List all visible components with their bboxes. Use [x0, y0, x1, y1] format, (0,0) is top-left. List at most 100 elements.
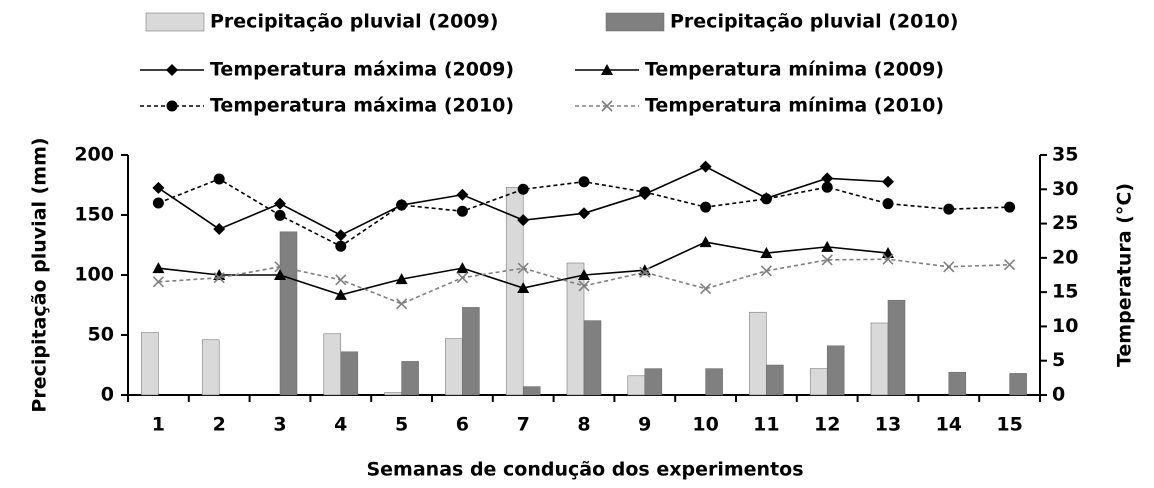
- x-tick-label: 3: [273, 414, 286, 436]
- legend-swatch: [145, 12, 205, 32]
- point: [213, 173, 225, 185]
- point: [578, 280, 590, 292]
- bar: [766, 364, 784, 396]
- point: [335, 240, 347, 252]
- bar: [401, 361, 419, 396]
- point: [821, 181, 833, 193]
- point: [578, 207, 590, 220]
- point: [152, 262, 165, 274]
- bar: [462, 307, 480, 396]
- point: [700, 283, 712, 295]
- bar: [384, 392, 402, 396]
- bar: [340, 351, 359, 396]
- y2-tick-label: 10: [1052, 315, 1078, 337]
- y-tick-label: 100: [74, 264, 114, 286]
- bar: [583, 320, 602, 396]
- point: [213, 223, 226, 236]
- y2-tick-label: 35: [1052, 144, 1078, 166]
- point: [821, 172, 834, 185]
- y2-tick-label: 30: [1052, 178, 1078, 200]
- bar: [809, 368, 828, 396]
- point: [456, 205, 468, 217]
- point: [335, 274, 347, 286]
- bar: [826, 345, 845, 396]
- point: [699, 160, 712, 173]
- legend-label: Temperatura máxima (2009): [210, 59, 514, 81]
- legend-swatch: [605, 12, 665, 32]
- bar: [1009, 373, 1027, 396]
- point: [395, 273, 408, 285]
- point: [882, 253, 894, 265]
- x-tick-label: 8: [577, 414, 590, 436]
- x-tick-label: 11: [753, 414, 779, 436]
- bar: [445, 338, 463, 396]
- point: [213, 272, 225, 284]
- x-tick-label: 1: [152, 414, 165, 436]
- x-tick-label: 15: [996, 414, 1022, 436]
- point: [639, 266, 651, 278]
- y2-tick-label: 25: [1052, 212, 1078, 234]
- y2-tick-label: 15: [1052, 281, 1078, 303]
- point: [943, 203, 955, 215]
- point: [456, 262, 469, 274]
- x-tick-label: 14: [936, 414, 962, 436]
- point: [517, 282, 530, 294]
- point: [517, 214, 530, 227]
- point: [1004, 259, 1016, 271]
- legend-marker: [601, 100, 613, 112]
- bar: [627, 375, 646, 396]
- y2-axis-title: Temperatura (°C): [1114, 183, 1136, 367]
- y-axis-title: Precipitação pluvial (mm): [29, 137, 51, 412]
- point: [760, 265, 772, 277]
- y-tick-label: 150: [74, 204, 114, 226]
- point: [639, 186, 651, 198]
- bar: [279, 231, 298, 396]
- x-tick-label: 12: [814, 414, 840, 436]
- bar: [749, 311, 767, 396]
- point: [760, 193, 772, 205]
- point: [456, 188, 469, 201]
- x-tick-label: 2: [213, 414, 226, 436]
- point: [578, 176, 590, 188]
- point: [517, 262, 529, 274]
- bar: [887, 299, 906, 396]
- point: [152, 181, 165, 194]
- point: [821, 240, 834, 252]
- y-tick-label: 0: [101, 384, 114, 406]
- legend-marker: [166, 64, 178, 76]
- y2-tick-label: 0: [1052, 384, 1065, 406]
- point: [760, 247, 773, 259]
- y2-tick-label: 5: [1052, 349, 1065, 371]
- point: [821, 254, 833, 266]
- point: [152, 197, 164, 209]
- point: [396, 298, 408, 310]
- y-tick-label: 50: [88, 324, 114, 346]
- x-tick-label: 6: [456, 414, 469, 436]
- x-tick-label: 10: [692, 414, 718, 436]
- bar: [705, 368, 723, 396]
- x-tick-label: 13: [875, 414, 901, 436]
- x-tick-label: 7: [517, 414, 530, 436]
- point: [1004, 201, 1016, 213]
- bar: [948, 371, 967, 396]
- legend-label: Temperatura máxima (2010): [210, 95, 514, 117]
- point: [882, 198, 894, 210]
- x-axis-title: Semanas de condução dos experimentos: [366, 459, 803, 481]
- bar: [644, 368, 663, 396]
- y-tick-label: 200: [74, 144, 114, 166]
- point: [334, 229, 347, 242]
- x-tick-label: 9: [638, 414, 651, 436]
- point: [578, 269, 590, 280]
- legend-label: Temperatura mínima (2010): [645, 95, 944, 117]
- point: [517, 183, 529, 195]
- point: [700, 201, 712, 213]
- point: [274, 269, 286, 280]
- point: [456, 272, 468, 284]
- y2-tick-label: 20: [1052, 246, 1078, 268]
- bar: [522, 386, 541, 396]
- point: [334, 288, 347, 300]
- legend-label: Precipitação pluvial (2010): [670, 11, 958, 33]
- point: [274, 209, 286, 221]
- point: [882, 175, 894, 188]
